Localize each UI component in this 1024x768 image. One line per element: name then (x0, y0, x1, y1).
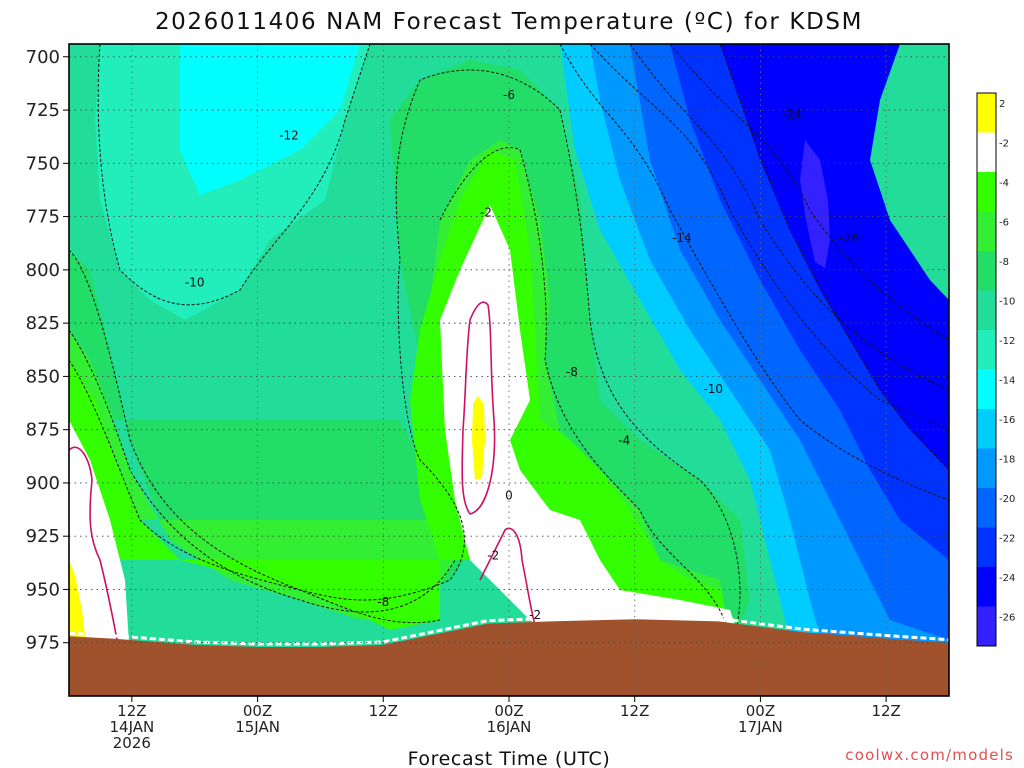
y-tick-label: 825 (26, 313, 60, 334)
contour-labels: -6 -12 -24 -2 -14 -26 -10 -8 -10 -4 0 -2 -2 -8 (185, 88, 859, 622)
colorbar-swatch (977, 251, 996, 291)
y-tick-label: 925 (26, 526, 60, 547)
x-tick-label: 12Z (871, 702, 900, 720)
y-tick-label: 800 (26, 260, 60, 281)
contour-label: 0 (505, 489, 513, 503)
y-tick-label: 775 (26, 207, 60, 228)
contour-label: -12 (279, 129, 299, 143)
x-tick-label: 00Z (494, 702, 523, 720)
y-tick-label: 750 (26, 153, 60, 174)
x-tick-label: 00Z (243, 702, 272, 720)
colorbar-swatch (977, 409, 996, 449)
colorbar-swatch (977, 211, 996, 251)
colorbar-swatch (977, 488, 996, 528)
colorbar-label: -10 (999, 297, 1015, 308)
colorbar-label: -4 (999, 178, 1009, 189)
contour-label: -10 (703, 382, 723, 396)
contour-label: -8 (377, 595, 389, 609)
colorbar-label: -14 (999, 376, 1015, 387)
contour-label: -24 (782, 107, 802, 121)
region-minus-14-cold-pocket (180, 44, 360, 195)
terrain-edge (69, 614, 949, 646)
contour-label: -8 (566, 365, 578, 379)
y-axis: 700 725 750 775 800 825 850 875 900 925 950 975 (26, 47, 69, 654)
contour-label: -6 (503, 88, 515, 102)
y-tick-label: 725 (26, 100, 60, 121)
terrain (69, 614, 949, 696)
y-tick-label: 900 (26, 473, 60, 494)
colorbar-swatch (977, 527, 996, 567)
colorbar-swatch (977, 369, 996, 409)
x-tick-label: 14JAN (109, 718, 154, 736)
colorbar-label: -8 (999, 257, 1009, 268)
region-minus-4 (69, 150, 730, 630)
colorbar-swatch (977, 448, 996, 488)
colorbar-label: -12 (999, 336, 1015, 347)
colorbar-swatch (977, 606, 996, 646)
colorbar-label: -6 (999, 218, 1009, 229)
colorbar-swatch (977, 132, 996, 172)
x-axis-label: Forecast Time (UTC) (408, 748, 611, 768)
colorbar-label: -20 (999, 494, 1015, 505)
y-tick-label: 850 (26, 366, 60, 387)
contour-label: -2 (487, 548, 499, 562)
temperature-field (69, 44, 949, 696)
x-tick-label: 00Z (746, 702, 775, 720)
x-tick-label: 2026 (113, 734, 151, 752)
region-minus-24 (720, 44, 949, 470)
colorbar-swatch (977, 567, 996, 607)
x-tick-label: 16JAN (487, 718, 532, 736)
plot-grid (69, 44, 949, 696)
contour-label: -26 (840, 231, 860, 245)
y-tick-label: 700 (26, 47, 60, 68)
colorbar-swatch (977, 330, 996, 370)
colorbar-label: 2 (999, 99, 1005, 110)
y-tick-label: 975 (26, 633, 60, 654)
region-minus-26 (800, 140, 830, 268)
colorbar-label: -26 (999, 613, 1015, 624)
colorbar: 2 -2 -4 -6 -8 -10 -12 -14 -16 -18 -20 -22 -24 -26 (976, 92, 1015, 647)
x-tick-label: 12Z (117, 702, 146, 720)
y-tick-label: 875 (26, 420, 60, 441)
colorbar-swatch (977, 172, 996, 212)
colorbar-frame (976, 92, 997, 647)
colorbar-swatch (977, 93, 996, 133)
region-plus-2-upper (472, 396, 485, 480)
region-minus-22 (670, 44, 949, 560)
colorbar-label: -24 (999, 573, 1015, 584)
region-minus-2-lower-left (69, 420, 130, 660)
contour-label: -4 (618, 433, 630, 447)
x-tick-label: 17JAN (738, 718, 783, 736)
region-minus-20 (630, 44, 949, 640)
colorbar-label: -2 (999, 139, 1009, 150)
colorbar-label: -16 (999, 415, 1015, 426)
contour-label: -2 (480, 205, 492, 219)
credit-text: coolwx.com/models (845, 746, 1014, 764)
contour-label: -10 (185, 276, 205, 290)
terrain-surface (69, 619, 949, 696)
colorbar-label: -22 (999, 534, 1015, 545)
colorbar-label: -18 (999, 455, 1015, 466)
x-tick-label: 12Z (620, 702, 649, 720)
contour-label: -14 (672, 231, 692, 245)
contour-label: -2 (529, 608, 541, 622)
x-tick-label: 12Z (369, 702, 398, 720)
chart-title: 2026011406 NAM Forecast Temperature (ºC)… (155, 9, 863, 35)
x-tick-label: 15JAN (235, 718, 280, 736)
colorbar-swatch (977, 290, 996, 330)
y-tick-label: 950 (26, 579, 60, 600)
